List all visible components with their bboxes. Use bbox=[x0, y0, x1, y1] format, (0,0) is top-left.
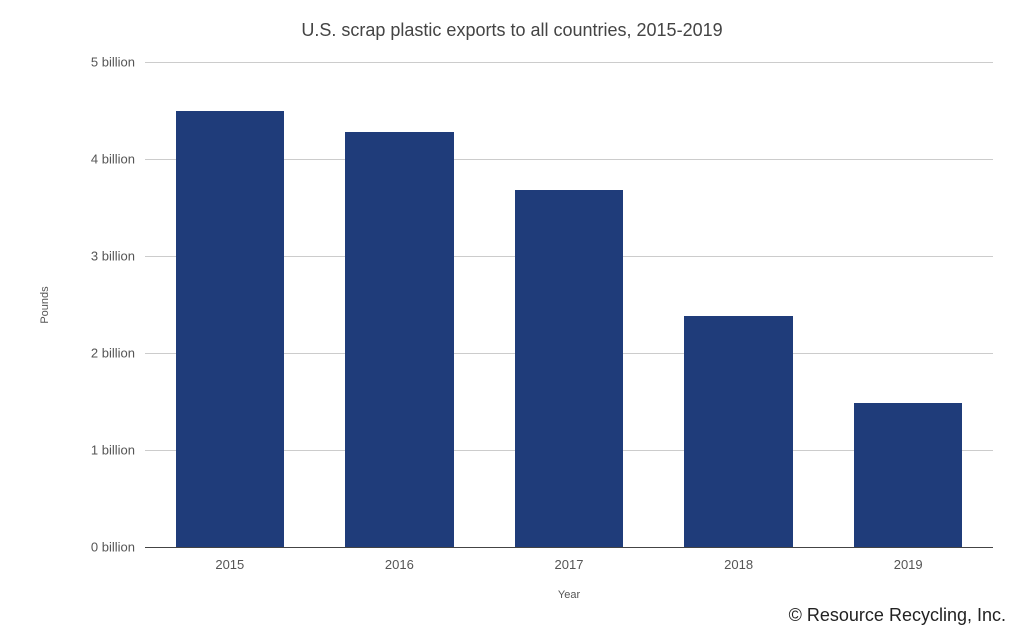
copyright-text: © Resource Recycling, Inc. bbox=[789, 605, 1006, 626]
x-axis-label: Year bbox=[558, 589, 580, 601]
y-tick-label: 5 billion bbox=[91, 55, 145, 70]
y-tick-label: 0 billion bbox=[91, 540, 145, 555]
chart-title: U.S. scrap plastic exports to all countr… bbox=[0, 20, 1024, 41]
y-tick-label: 2 billion bbox=[91, 346, 145, 361]
x-tick-label: 2017 bbox=[555, 547, 584, 572]
gridline bbox=[145, 62, 993, 63]
x-tick-label: 2016 bbox=[385, 547, 414, 572]
y-tick-label: 4 billion bbox=[91, 152, 145, 167]
bar bbox=[176, 111, 285, 548]
y-tick-label: 3 billion bbox=[91, 249, 145, 264]
bar bbox=[854, 403, 963, 547]
bar bbox=[345, 132, 454, 547]
x-tick-label: 2019 bbox=[894, 547, 923, 572]
y-tick-label: 1 billion bbox=[91, 443, 145, 458]
plot-area: 0 billion1 billion2 billion3 billion4 bi… bbox=[145, 62, 993, 547]
bar bbox=[515, 190, 624, 547]
x-tick-label: 2018 bbox=[724, 547, 753, 572]
chart-container: U.S. scrap plastic exports to all countr… bbox=[0, 0, 1024, 632]
bar bbox=[684, 316, 793, 547]
y-axis-label: Pounds bbox=[39, 286, 51, 323]
x-tick-label: 2015 bbox=[215, 547, 244, 572]
